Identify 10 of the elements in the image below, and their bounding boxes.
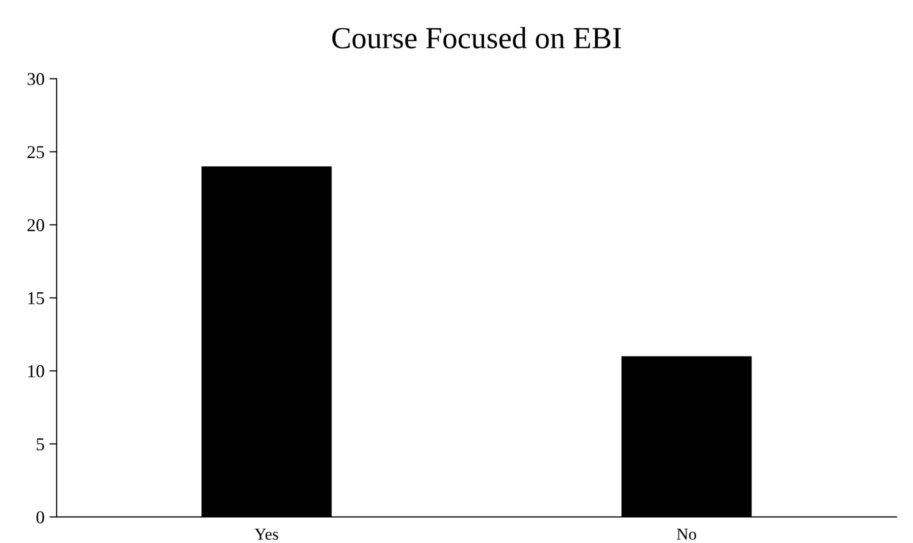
y-tick-label: 25: [28, 146, 44, 158]
x-tick-label: No: [676, 528, 696, 540]
y-tick-label: 20: [28, 219, 44, 232]
y-tick-label: 5: [36, 438, 44, 450]
y-tick-label: 30: [28, 72, 44, 86]
x-tick-label: Yes: [254, 528, 278, 540]
y-tick-label: 15: [28, 292, 44, 304]
y-tick-label: 0: [36, 511, 44, 524]
y-tick-label: 10: [28, 365, 44, 378]
chart-title: Course Focused on EBI: [332, 26, 622, 48]
